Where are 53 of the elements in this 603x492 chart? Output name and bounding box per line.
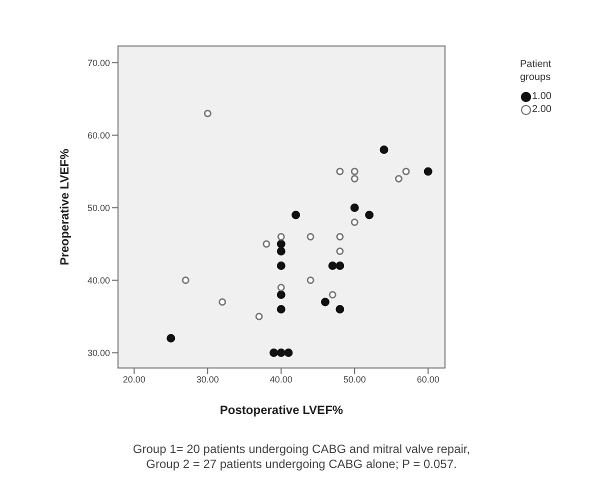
point (277, 284, 285, 292)
point (350, 168, 358, 176)
text: Group 1= 20 patients undergoing CABG and mitral valve repair, (132, 442, 472, 457)
point (292, 210, 300, 220)
point (182, 276, 190, 284)
point (262, 240, 270, 248)
point (166, 334, 176, 343)
point (284, 348, 293, 358)
legend-label: 1.00 (532, 90, 552, 103)
point (276, 246, 286, 256)
point (350, 218, 358, 226)
point (276, 261, 286, 270)
point (424, 167, 432, 176)
point (350, 203, 359, 212)
y-tick-label: 40.00 (87, 275, 110, 286)
x-tick-label: 40.00 (270, 374, 292, 384)
point (306, 276, 314, 284)
point (204, 110, 212, 118)
y-tick-label: 60.00 (87, 130, 110, 140)
point (336, 232, 344, 240)
point (276, 305, 286, 314)
x-tick-label: 20.00 (122, 374, 146, 384)
point (394, 174, 402, 182)
x-tick-label: 50.00 (343, 374, 366, 384)
point (336, 305, 344, 314)
legend-title: Patient groups (520, 58, 552, 84)
legend-label: 2.00 (532, 103, 552, 116)
point (336, 168, 344, 176)
point (365, 210, 374, 220)
point (320, 298, 330, 306)
point (270, 348, 278, 358)
point (336, 247, 344, 255)
point (276, 240, 286, 248)
point (276, 348, 286, 358)
point (336, 261, 344, 270)
point (277, 232, 285, 240)
y-tick-label: 30.00 (87, 348, 110, 358)
x-tick-label: 30.00 (196, 374, 219, 384)
point (380, 145, 388, 154)
x-axis-title: Postoperative LVEF% (220, 403, 344, 417)
point (218, 298, 226, 306)
y-tick-label: 50.00 (87, 202, 110, 213)
point (350, 174, 358, 182)
point (328, 291, 336, 298)
x-tick-label: 60.00 (416, 374, 440, 384)
point (328, 261, 337, 270)
y-tick-label: 70.00 (87, 58, 110, 68)
point (306, 232, 314, 240)
point (276, 290, 286, 299)
text: Group 2 = 27 patients undergoing CABG alone; P = 0.057. (145, 457, 458, 472)
point (255, 312, 263, 320)
point (402, 168, 410, 176)
y-axis-title: Preoperative LVEF% (57, 148, 72, 266)
